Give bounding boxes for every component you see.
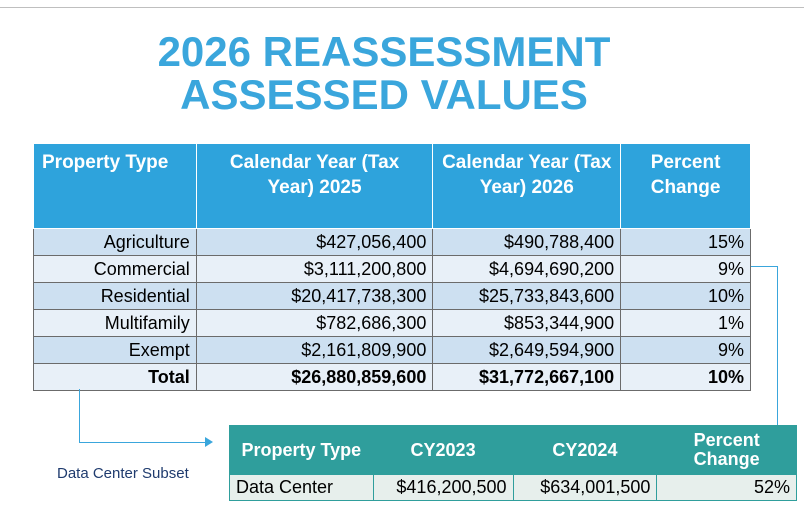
cell-cy2026: $2,649,594,900 bbox=[432, 336, 622, 364]
cell-property-type: Commercial bbox=[33, 255, 197, 283]
table-row: Commercial $3,111,200,800 $4,694,690,200… bbox=[33, 255, 751, 283]
header-property-type: Property Type bbox=[33, 143, 197, 229]
cell-cy2025: $2,161,809,900 bbox=[195, 336, 434, 364]
subset-cell-property-type: Data Center bbox=[229, 474, 374, 501]
cell-cy2025: $782,686,300 bbox=[195, 309, 434, 337]
table-row: Data Center $416,200,500 $634,001,500 52… bbox=[229, 474, 797, 501]
assessed-values-table: Property Type Calendar Year (Tax Year) 2… bbox=[33, 143, 751, 391]
cell-percent: 9% bbox=[620, 336, 751, 364]
table-row: Multifamily $782,686,300 $853,344,900 1% bbox=[33, 309, 751, 337]
table-total-row: Total $26,880,859,600 $31,772,667,100 10… bbox=[33, 363, 751, 391]
subset-cell-percent: 52% bbox=[656, 474, 797, 501]
cell-property-type: Agriculture bbox=[33, 228, 197, 256]
data-center-subset-table: Property Type CY2023 CY2024 Percent Chan… bbox=[229, 425, 797, 501]
subset-header-property-type: Property Type bbox=[229, 425, 374, 475]
connector-right-horizontal bbox=[751, 266, 778, 267]
subset-header-cy2023: CY2023 bbox=[372, 425, 514, 475]
subset-label: Data Center Subset bbox=[57, 465, 189, 482]
table-row: Agriculture $427,056,400 $490,788,400 15… bbox=[33, 228, 751, 256]
cell-cy2026: $853,344,900 bbox=[432, 309, 622, 337]
cell-cy2026: $490,788,400 bbox=[432, 228, 622, 256]
cell-percent: 15% bbox=[620, 228, 751, 256]
cell-property-type: Residential bbox=[33, 282, 197, 310]
connector-left-horizontal bbox=[79, 442, 206, 443]
cell-cy2025: $3,111,200,800 bbox=[195, 255, 434, 283]
subset-cell-cy2024: $634,001,500 bbox=[512, 474, 658, 501]
cell-percent: 9% bbox=[620, 255, 751, 283]
cell-property-type: Total bbox=[33, 363, 197, 391]
cell-percent: 1% bbox=[620, 309, 751, 337]
top-divider bbox=[0, 7, 804, 8]
table-row: Residential $20,417,738,300 $25,733,843,… bbox=[33, 282, 751, 310]
cell-cy2025: $427,056,400 bbox=[195, 228, 434, 256]
cell-percent: 10% bbox=[620, 363, 751, 391]
header-cy2026: Calendar Year (Tax Year) 2026 bbox=[432, 143, 622, 229]
subset-header-row: Property Type CY2023 CY2024 Percent Chan… bbox=[229, 425, 797, 475]
table-row: Exempt $2,161,809,900 $2,649,594,900 9% bbox=[33, 336, 751, 364]
subset-header-percent-change: Percent Change bbox=[656, 425, 797, 475]
cell-cy2025: $20,417,738,300 bbox=[195, 282, 434, 310]
cell-cy2026: $25,733,843,600 bbox=[432, 282, 622, 310]
page-title-line-1: 2026 REASSESSMENT bbox=[157, 28, 611, 75]
page-title-line-2: ASSESSED VALUES bbox=[180, 71, 588, 118]
header-percent-change: Percent Change bbox=[620, 143, 751, 229]
cell-cy2025: $26,880,859,600 bbox=[195, 363, 434, 391]
cell-cy2026: $31,772,667,100 bbox=[432, 363, 622, 391]
cell-property-type: Multifamily bbox=[33, 309, 197, 337]
subset-header-cy2024: CY2024 bbox=[512, 425, 658, 475]
cell-property-type: Exempt bbox=[33, 336, 197, 364]
cell-percent: 10% bbox=[620, 282, 751, 310]
cell-cy2026: $4,694,690,200 bbox=[432, 255, 622, 283]
subset-cell-cy2023: $416,200,500 bbox=[372, 474, 514, 501]
connector-arrow-icon bbox=[205, 437, 213, 447]
header-cy2025: Calendar Year (Tax Year) 2025 bbox=[195, 143, 434, 229]
connector-right-vertical bbox=[777, 266, 778, 426]
connector-left-vertical bbox=[79, 389, 80, 442]
table-header-row: Property Type Calendar Year (Tax Year) 2… bbox=[33, 143, 751, 229]
